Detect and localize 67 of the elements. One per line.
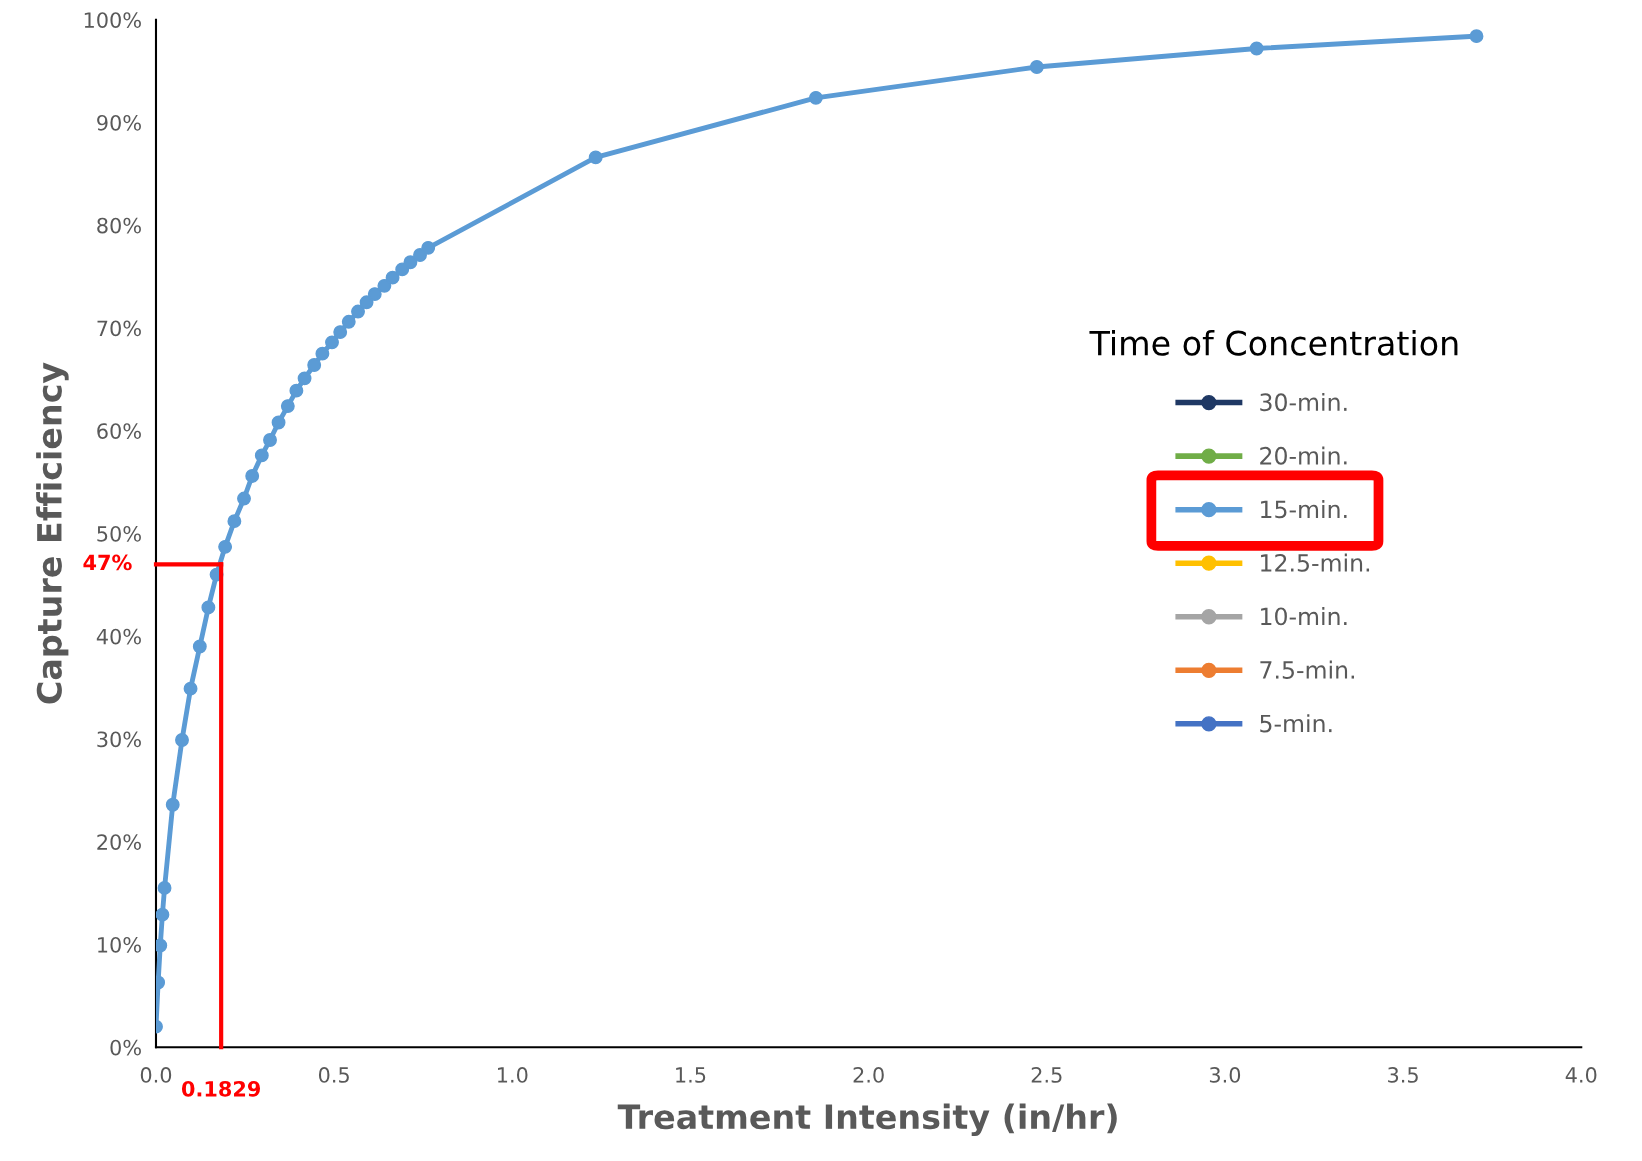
y-tick-label: 50% [97,525,141,542]
x-tick-label: 3.5 [1388,1067,1418,1083]
x-tick-label: 3.0 [1209,1067,1241,1083]
y-tick-label: 40% [96,628,141,645]
point [588,150,603,165]
point [367,287,382,302]
x-tick-label: 1.5 [676,1067,706,1083]
point [271,415,286,430]
point [289,383,304,398]
y-tick-label: 30% [97,731,141,748]
point [351,304,365,319]
point [175,733,189,747]
y-tick-label: 100% [84,12,141,28]
point [237,491,251,506]
ref-line-label: 47% [83,554,132,571]
y-tick-label: 80% [97,217,141,234]
y-tick-label: 90% [97,114,141,131]
x-tick-label: 2.5 [1031,1067,1062,1083]
y-tick-label: 70% [97,320,141,337]
point [192,639,207,654]
point [157,881,172,895]
point [808,90,823,105]
y-tick-label: 60% [97,423,141,439]
point [403,255,418,270]
x-tick-label: 1.0 [498,1067,528,1083]
legend-label: 20-min. [1260,446,1347,465]
point [254,448,269,463]
legend-label: 12.5-min. [1261,553,1370,572]
point [155,938,168,953]
point [333,325,348,340]
legend-label: 7.5-min. [1260,660,1355,679]
y-tick-label: 10% [98,936,141,953]
x-tick-label: 0.5 [318,1067,349,1083]
x-tick-label: 0.0 [140,1067,172,1083]
x-tick-label: 4.0 [1565,1067,1597,1083]
point [245,468,260,483]
point [297,371,312,386]
point [263,433,277,447]
point [183,681,198,696]
point [359,295,374,310]
point [1469,29,1484,44]
point [155,907,170,922]
point [385,270,400,285]
point [227,514,242,529]
x-axis-title: Treatment Intensity (in/hr) [617,1103,1117,1137]
legend-label: 30-min. [1260,392,1347,412]
legend-label: 10-min. [1261,607,1347,626]
legend-label: 15-min. [1261,499,1347,519]
point [421,240,436,255]
point [307,358,322,372]
legend-title: Time of Concentration [1089,329,1458,356]
point [1029,60,1044,74]
point [218,539,233,554]
point [1249,41,1264,56]
ref-line-label: 0.1829 [181,1080,261,1097]
point [341,314,356,329]
point [315,346,330,361]
x-tick-label: 2.0 [853,1067,884,1083]
y-axis-title: Capture Efficiency [36,362,69,704]
point [377,278,392,293]
point [165,797,180,812]
legend-label: 5-min. [1260,714,1332,733]
y-tick-label: 20% [97,834,141,850]
y-tick-label: 0% [110,1039,141,1056]
point [280,399,295,414]
point [325,335,339,350]
point [201,600,216,615]
